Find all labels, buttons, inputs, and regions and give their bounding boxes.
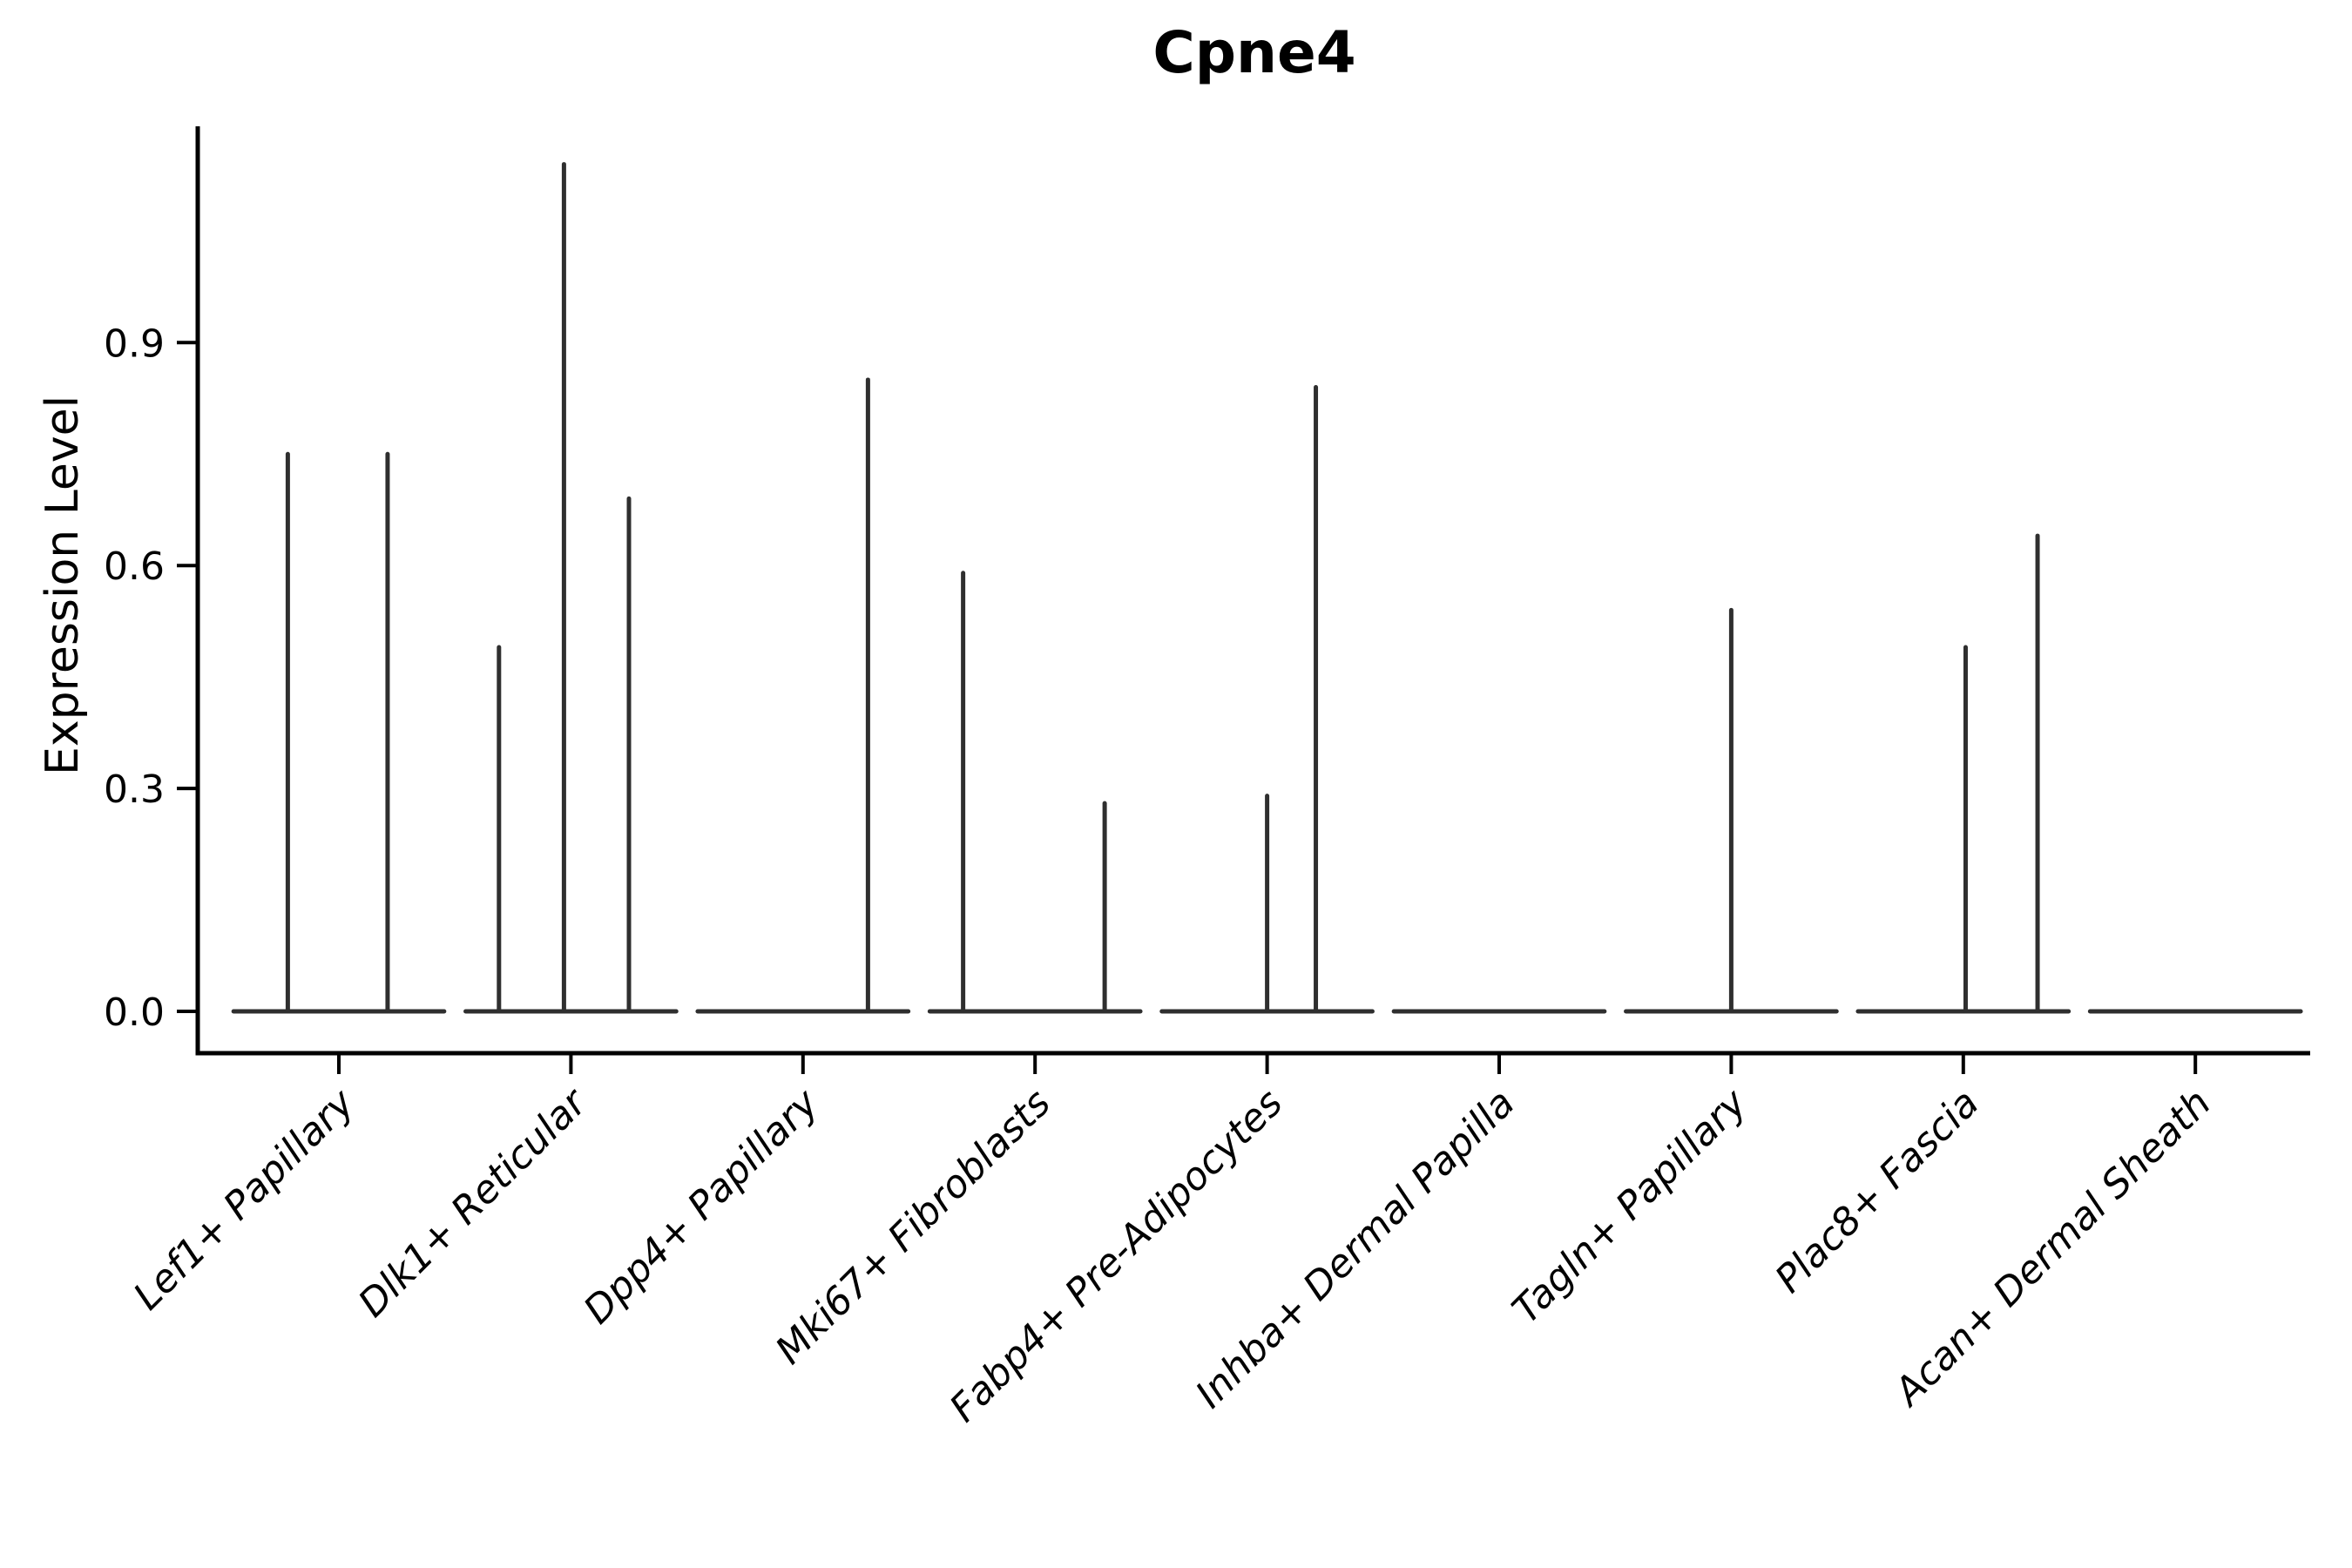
x-tick-label: Tagln+ Papillary (1504, 1080, 1755, 1332)
y-tick-label: 0.6 (104, 544, 165, 589)
violin-group (927, 571, 1143, 1014)
y-axis-label: Expression Level (37, 395, 89, 776)
y-tick-label: 0.0 (104, 990, 165, 1035)
y-tick-label: 0.3 (104, 767, 165, 812)
y-tick-label: 0.9 (104, 321, 165, 366)
violin-group (695, 377, 911, 1014)
chart-title: Cpne4 (1152, 19, 1356, 86)
violin-group (231, 451, 447, 1014)
x-tick-label: Lef1+ Papillary (125, 1080, 364, 1319)
violin-group (1855, 533, 2072, 1014)
violin-group (1624, 607, 1839, 1014)
violin-group (463, 162, 679, 1014)
x-tick-label: Dpp4+ Papillary (576, 1080, 828, 1333)
x-tick-label: Dlk1+ Reticular (350, 1079, 597, 1326)
violin-group (1159, 384, 1375, 1014)
x-tick-label: Plac8+ Fascia (1767, 1081, 1987, 1301)
